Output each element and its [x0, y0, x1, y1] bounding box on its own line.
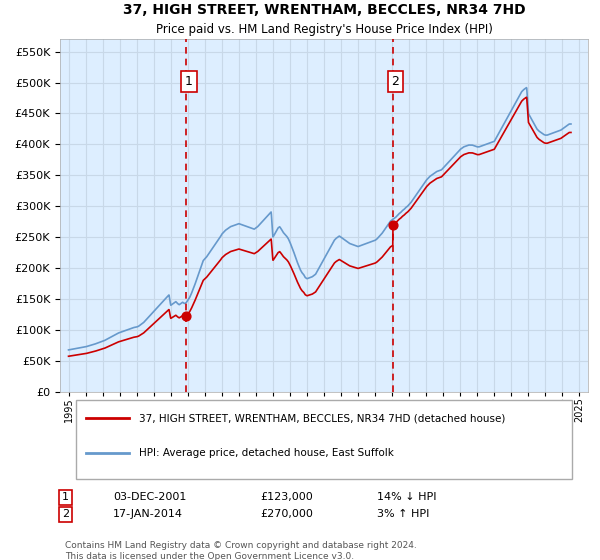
Text: 17-JAN-2014: 17-JAN-2014 [113, 509, 183, 519]
Title: 37, HIGH STREET, WRENTHAM, BECCLES, NR34 7HD: 37, HIGH STREET, WRENTHAM, BECCLES, NR34… [122, 3, 526, 17]
Text: Contains HM Land Registry data © Crown copyright and database right 2024.
This d: Contains HM Land Registry data © Crown c… [65, 542, 417, 560]
Text: Price paid vs. HM Land Registry's House Price Index (HPI): Price paid vs. HM Land Registry's House … [155, 22, 493, 36]
Text: 1: 1 [62, 492, 69, 502]
Text: £270,000: £270,000 [260, 509, 314, 519]
Text: 03-DEC-2001: 03-DEC-2001 [113, 492, 186, 502]
Text: 1: 1 [185, 75, 193, 88]
Text: HPI: Average price, detached house, East Suffolk: HPI: Average price, detached house, East… [139, 448, 394, 458]
FancyBboxPatch shape [76, 399, 572, 479]
Text: 2: 2 [391, 75, 400, 88]
Point [182, 311, 191, 320]
Text: 14% ↓ HPI: 14% ↓ HPI [377, 492, 436, 502]
Text: 37, HIGH STREET, WRENTHAM, BECCLES, NR34 7HD (detached house): 37, HIGH STREET, WRENTHAM, BECCLES, NR34… [139, 413, 506, 423]
Text: £123,000: £123,000 [260, 492, 313, 502]
Point [388, 221, 398, 230]
Text: 2: 2 [62, 509, 69, 519]
Text: 3% ↑ HPI: 3% ↑ HPI [377, 509, 429, 519]
